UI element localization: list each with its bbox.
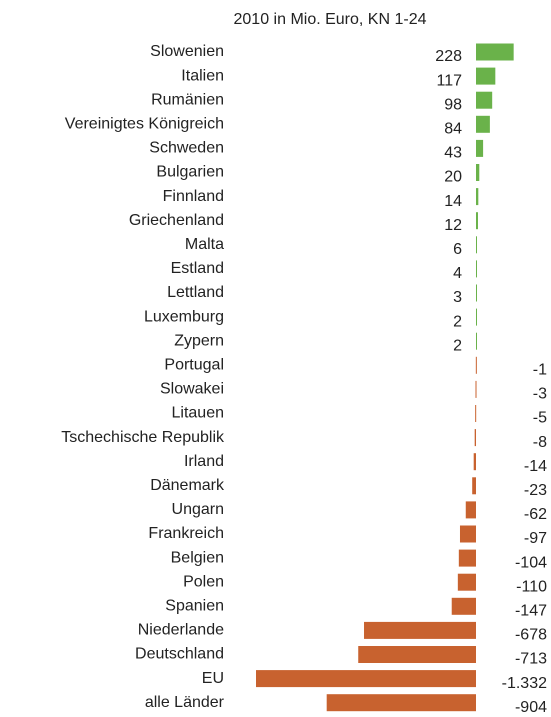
bar (475, 356, 477, 374)
bar (364, 621, 476, 639)
bar (476, 164, 480, 181)
category-label: Luxemburg (144, 308, 224, 325)
bar (476, 43, 514, 61)
bar (459, 525, 476, 543)
category-label: Zypern (174, 332, 224, 349)
value-label: 2 (453, 337, 462, 354)
category-label: Portugal (164, 357, 224, 374)
bar (473, 453, 476, 471)
value-label: -97 (524, 530, 547, 547)
category-label: Dänemark (150, 477, 225, 494)
value-label: 4 (453, 265, 462, 282)
bar (476, 91, 493, 109)
category-label: alle Länder (145, 694, 225, 711)
bar (465, 501, 476, 519)
value-label: -713 (515, 651, 547, 668)
value-label: -23 (524, 482, 547, 499)
category-label: Spanien (165, 598, 224, 615)
bar (476, 308, 477, 326)
category-label: Frankreich (148, 525, 224, 542)
value-label: 14 (444, 193, 462, 210)
bar (476, 332, 477, 350)
value-label: -110 (516, 578, 547, 595)
value-label: 3 (453, 289, 462, 306)
value-label: -8 (533, 434, 547, 451)
bar (475, 380, 477, 398)
category-label: Italien (181, 67, 224, 84)
category-label: Schweden (149, 140, 224, 157)
bar (256, 670, 476, 688)
chart-title: 2010 in Mio. Euro, KN 1-24 (234, 11, 427, 28)
value-label: 84 (444, 121, 462, 138)
value-label: -147 (515, 603, 547, 620)
value-label: -904 (515, 699, 547, 712)
bar (476, 67, 496, 85)
category-label: Belgien (171, 549, 224, 566)
category-label: Litauen (172, 405, 225, 422)
value-label: -14 (524, 458, 547, 475)
value-label: 43 (444, 145, 462, 162)
bar (472, 477, 476, 495)
value-label: -5 (533, 410, 547, 427)
value-label: 2 (453, 313, 462, 330)
bar (475, 405, 477, 422)
category-label: Irland (184, 453, 224, 470)
bar (457, 573, 476, 591)
category-label: EU (202, 670, 224, 687)
category-label: Malta (185, 236, 224, 253)
category-label: Polen (183, 573, 224, 590)
bar (358, 646, 476, 663)
value-label: -1 (533, 362, 547, 379)
bar (451, 597, 476, 615)
value-label: 117 (436, 72, 462, 89)
value-label: 228 (435, 48, 462, 65)
category-label: Slowenien (150, 43, 224, 60)
bar (476, 188, 479, 206)
value-label: 20 (444, 169, 462, 186)
value-label: 98 (444, 96, 462, 113)
category-label: Estland (171, 260, 224, 277)
category-label: Vereinigtes Königreich (65, 116, 224, 133)
category-label: Deutschland (135, 646, 224, 663)
category-label: Bulgarien (156, 164, 224, 181)
value-label: -678 (515, 627, 547, 644)
category-label: Niederlande (138, 622, 224, 639)
category-label: Tschechische Republik (61, 429, 225, 446)
bar (476, 139, 484, 157)
value-label: -104 (515, 554, 547, 571)
bar (476, 260, 477, 278)
category-label: Slowakei (160, 381, 224, 398)
bar (476, 236, 477, 254)
category-label: Finnland (163, 188, 224, 205)
value-label: -62 (524, 506, 547, 523)
category-label: Rumänien (151, 91, 224, 108)
value-label: -1.332 (502, 675, 547, 692)
category-label: Lettland (167, 284, 224, 301)
bar (474, 429, 476, 447)
bar (476, 284, 477, 302)
value-label: 6 (453, 241, 462, 258)
category-label: Ungarn (172, 501, 224, 518)
bar (476, 212, 478, 230)
value-label: -3 (533, 386, 547, 403)
value-label: 12 (444, 217, 462, 234)
bar (476, 115, 490, 133)
category-label: Griechenland (129, 212, 224, 229)
bar (458, 549, 476, 567)
bar (326, 694, 476, 712)
